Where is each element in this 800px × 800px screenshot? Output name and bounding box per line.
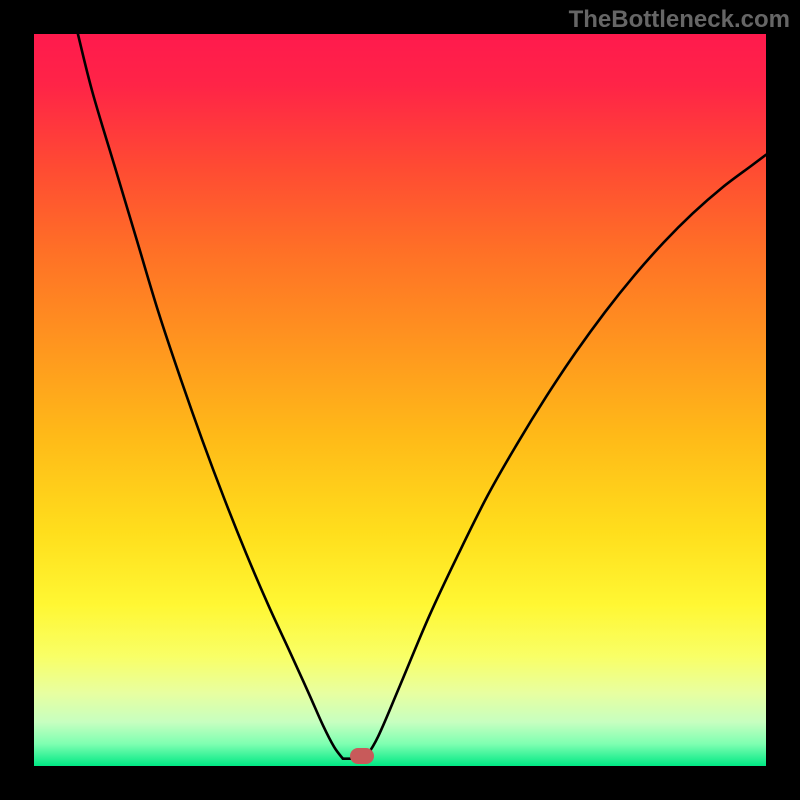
- optimal-point-marker: [350, 748, 374, 764]
- watermark-text: TheBottleneck.com: [569, 6, 790, 34]
- plot-area: [34, 34, 766, 766]
- chart-container: TheBottleneck.com: [0, 0, 800, 800]
- bottleneck-curve: [34, 34, 766, 766]
